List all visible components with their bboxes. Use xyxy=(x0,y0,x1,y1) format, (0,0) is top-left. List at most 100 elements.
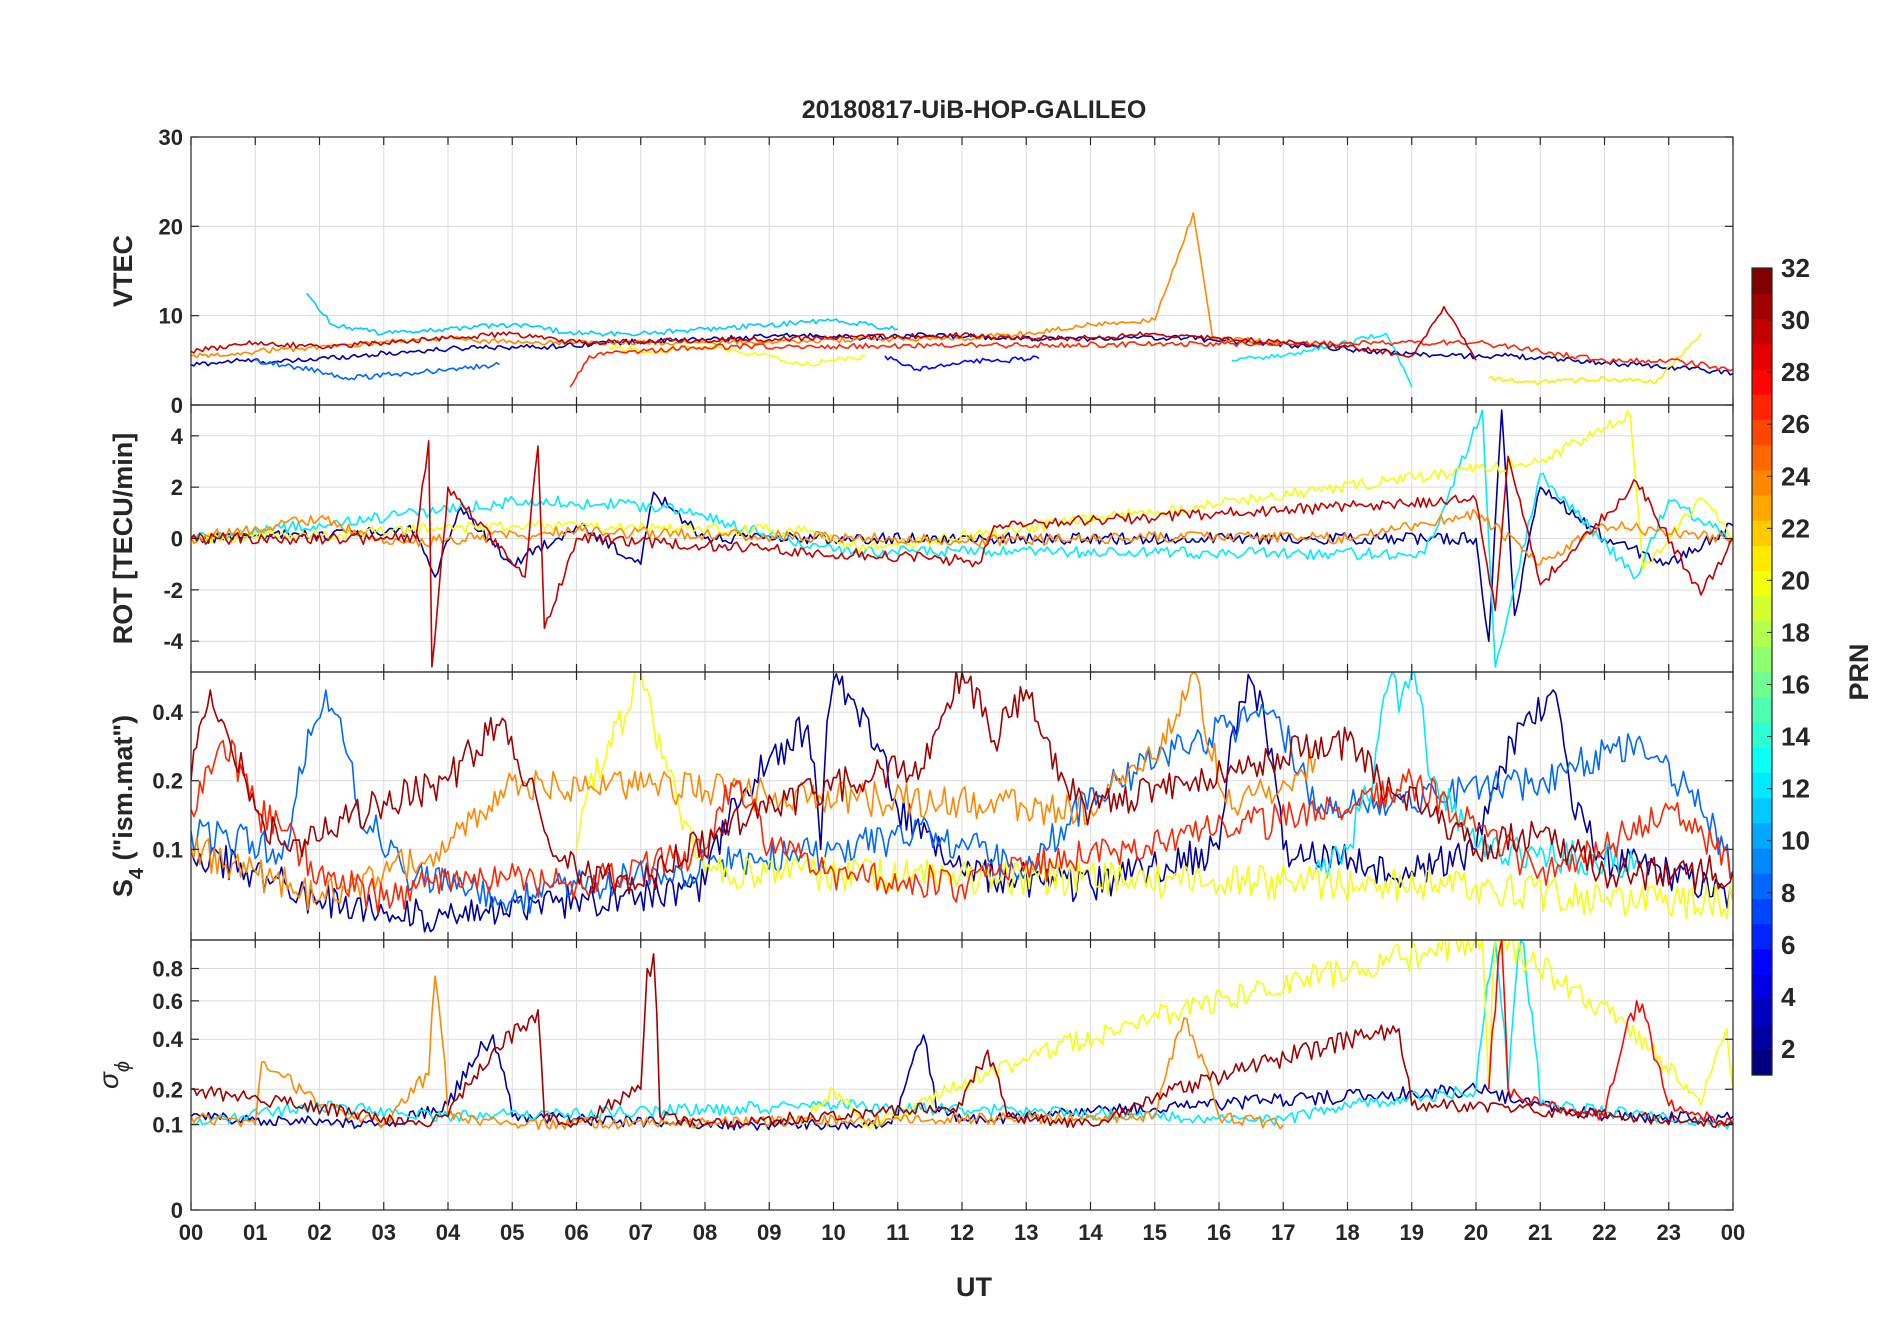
colorbar-segment xyxy=(1752,343,1772,370)
y-tick-label: 0.2 xyxy=(152,1077,183,1102)
x-tick-label: 22 xyxy=(1592,1220,1616,1245)
y-tick-label: 0.1 xyxy=(152,1113,183,1138)
x-tick-label: 03 xyxy=(372,1220,396,1245)
panel-s4: 0.1 0.2 0.4S4 ("ism.mat") xyxy=(108,671,1734,941)
x-tick-label: 21 xyxy=(1528,1220,1552,1245)
x-tick-label: 20 xyxy=(1464,1220,1488,1245)
colorbar-segment xyxy=(1752,268,1772,294)
colorbar-tick-label: 4 xyxy=(1781,982,1796,1012)
x-axis-label: UT xyxy=(956,1272,992,1302)
colorbar-segment xyxy=(1752,848,1772,874)
y-tick-label: 0.6 xyxy=(152,989,183,1014)
y-tick-label: 20 xyxy=(159,214,183,239)
series-prn-12 xyxy=(1231,332,1413,388)
y-axis-label-rot: ROT [TECU/min] xyxy=(108,433,138,644)
y-tick-label: -2 xyxy=(163,578,183,603)
x-tick-label: 06 xyxy=(564,1220,588,1245)
colorbar-segment xyxy=(1752,671,1772,698)
x-tick-label: 05 xyxy=(500,1220,524,1245)
series-group xyxy=(191,212,1733,388)
x-tick-label: 08 xyxy=(693,1220,717,1245)
y-tick-label: 0.2 xyxy=(152,769,183,794)
series-prn-31 xyxy=(191,953,1733,1128)
colorbar-tick-label: 12 xyxy=(1781,774,1810,804)
colorbar-segment xyxy=(1752,293,1772,320)
y-tick-label: 10 xyxy=(159,304,183,329)
colorbar-segment xyxy=(1752,721,1772,748)
x-tick-label: 04 xyxy=(436,1220,461,1245)
colorbar-tick-label: 8 xyxy=(1781,878,1795,908)
colorbar-segment xyxy=(1752,545,1772,572)
gridlines xyxy=(190,136,1734,406)
colorbar-segment xyxy=(1752,394,1772,420)
series-prn-24 xyxy=(191,672,1317,911)
colorbar-segment xyxy=(1752,444,1772,471)
x-tick-label: 10 xyxy=(821,1220,845,1245)
colorbar-label: PRN xyxy=(1844,643,1874,700)
y-tick-label: 0.4 xyxy=(152,700,183,725)
x-tick-label: 13 xyxy=(1014,1220,1038,1245)
x-tick-label: 19 xyxy=(1400,1220,1424,1245)
colorbar-tick-label: 14 xyxy=(1781,722,1810,752)
colorbar-tick-label: 18 xyxy=(1781,617,1810,647)
colorbar-tick-label: 20 xyxy=(1781,565,1810,595)
x-tick-label: 16 xyxy=(1207,1220,1231,1245)
colorbar-segment xyxy=(1752,494,1772,521)
panel-vtec: 0 10 20 30 VTEC xyxy=(108,125,1734,418)
series-prn-27 xyxy=(191,739,1733,914)
colorbar-segment xyxy=(1752,1024,1772,1051)
colorbar-tick-label: 26 xyxy=(1781,409,1810,439)
series-prn-20 xyxy=(191,410,1733,571)
series-prn-24 xyxy=(191,212,1284,359)
x-tick-label: 18 xyxy=(1335,1220,1359,1245)
colorbar-tick-label: 28 xyxy=(1781,357,1810,387)
x-tick-label: 09 xyxy=(757,1220,781,1245)
colorbar-segment xyxy=(1752,923,1772,950)
colorbar-segment xyxy=(1752,822,1772,849)
x-tick-label: 00 xyxy=(1721,1220,1745,1245)
series-prn-20 xyxy=(801,940,1733,1130)
colorbar-segment xyxy=(1752,873,1772,900)
colorbar-segment xyxy=(1752,520,1772,547)
colorbar-tick-label: 16 xyxy=(1781,670,1810,700)
y-tick-label: 30 xyxy=(159,125,183,150)
colorbar-tick-label: 2 xyxy=(1781,1034,1795,1064)
y-axis-label-s4: S4 ("ism.mat") xyxy=(108,715,148,897)
colorbar-segment xyxy=(1752,419,1772,446)
x-tick-label: 02 xyxy=(307,1220,331,1245)
chart-title: 20180817-UiB-HOP-GALILEO xyxy=(802,96,1147,124)
colorbar-segment xyxy=(1752,469,1772,496)
colorbar-tick-label: 22 xyxy=(1781,513,1810,543)
y-tick-label: 0.1 xyxy=(152,837,183,862)
series-prn-30 xyxy=(191,440,1733,668)
x-tick-label: 07 xyxy=(629,1220,653,1245)
colorbar-segment xyxy=(1752,368,1772,395)
series-prn-2 xyxy=(191,672,1733,933)
x-tick-label: 14 xyxy=(1078,1220,1103,1245)
colorbar-segment xyxy=(1752,696,1772,723)
series-prn-24 xyxy=(191,508,1733,566)
gridlines xyxy=(190,940,1734,1211)
panel-sigma_phi: 0 0.1 0.2 0.4 0.6 0.8 σϕ xyxy=(93,939,1734,1223)
series-prn-27 xyxy=(569,339,1733,388)
colorbar-segment xyxy=(1752,974,1772,1000)
colorbar-tick-label: 6 xyxy=(1781,930,1795,960)
colorbar-tick-label: 32 xyxy=(1781,253,1810,283)
y-tick-label: 4 xyxy=(171,424,184,449)
colorbar-segment xyxy=(1752,797,1772,824)
series-group xyxy=(191,409,1733,668)
y-axis-label-sigma_phi: σϕ xyxy=(93,1061,134,1089)
x-tick-label: 00 xyxy=(179,1220,203,1245)
series-prn-20 xyxy=(575,672,1733,920)
series-prn-30 xyxy=(191,305,1477,361)
series-prn-20 xyxy=(608,344,866,367)
x-tick-label: 12 xyxy=(950,1220,974,1245)
colorbar-segment xyxy=(1752,570,1772,597)
colorbar-segment xyxy=(1752,747,1772,773)
series-prn-5 xyxy=(884,355,1040,372)
colorbar-frame xyxy=(1751,267,1773,1076)
series-group xyxy=(191,672,1733,933)
series-prn-8 xyxy=(191,689,1733,914)
colorbar-tick-label: 24 xyxy=(1781,461,1810,491)
